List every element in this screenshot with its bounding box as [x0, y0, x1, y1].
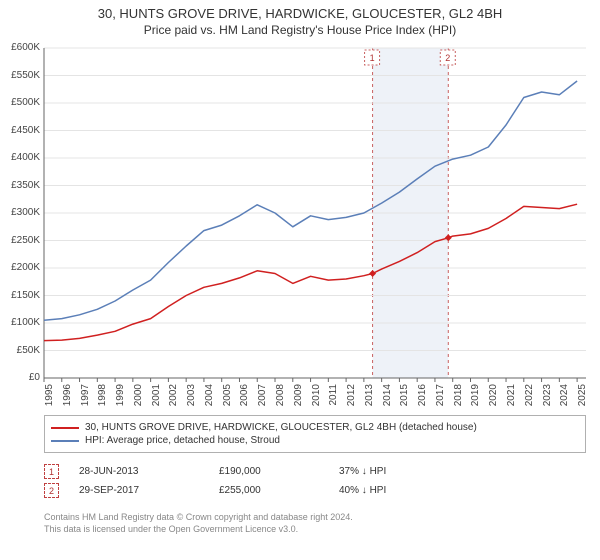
x-tick-label: 2023: [542, 384, 553, 412]
x-tick-label: 2017: [435, 384, 446, 412]
y-tick-label: £300K: [0, 207, 40, 218]
footnote-line1: Contains HM Land Registry data © Crown c…: [44, 512, 586, 524]
y-tick-label: £200K: [0, 262, 40, 273]
x-tick-label: 2018: [453, 384, 464, 412]
x-tick-label: 2001: [151, 384, 162, 412]
x-tick-label: 2009: [293, 384, 304, 412]
y-tick-label: £450K: [0, 125, 40, 136]
footnote-line2: This data is licensed under the Open Gov…: [44, 524, 586, 536]
y-tick-label: £350K: [0, 180, 40, 191]
chart-subtitle: Price paid vs. HM Land Registry's House …: [0, 23, 600, 37]
event-delta-2: 40% ↓ HPI: [339, 485, 459, 496]
x-tick-label: 2021: [506, 384, 517, 412]
legend-box: 30, HUNTS GROVE DRIVE, HARDWICKE, GLOUCE…: [44, 415, 586, 453]
event-delta-1: 37% ↓ HPI: [339, 466, 459, 477]
x-tick-label: 2000: [133, 384, 144, 412]
footnote: Contains HM Land Registry data © Crown c…: [44, 512, 586, 535]
svg-text:1: 1: [370, 53, 375, 63]
event-price-2: £255,000: [219, 485, 319, 496]
chart-title: 30, HUNTS GROVE DRIVE, HARDWICKE, GLOUCE…: [0, 6, 600, 21]
event-marker-1: 1: [44, 464, 59, 479]
y-tick-label: £150K: [0, 290, 40, 301]
x-tick-label: 2011: [328, 384, 339, 412]
event-marker-2: 2: [44, 483, 59, 498]
y-tick-label: £100K: [0, 317, 40, 328]
x-tick-label: 1998: [97, 384, 108, 412]
x-tick-label: 1995: [44, 384, 55, 412]
chart-title-block: 30, HUNTS GROVE DRIVE, HARDWICKE, GLOUCE…: [0, 0, 600, 37]
y-tick-label: £550K: [0, 70, 40, 81]
legend-label-property: 30, HUNTS GROVE DRIVE, HARDWICKE, GLOUCE…: [85, 422, 477, 433]
event-row-1: 1 28-JUN-2013 £190,000 37% ↓ HPI: [44, 464, 586, 479]
x-tick-label: 2013: [364, 384, 375, 412]
x-tick-label: 2003: [186, 384, 197, 412]
event-row-2: 2 29-SEP-2017 £255,000 40% ↓ HPI: [44, 483, 586, 498]
chart-area: 12: [44, 48, 586, 378]
x-tick-label: 1997: [80, 384, 91, 412]
x-tick-label: 2022: [524, 384, 535, 412]
x-tick-label: 2014: [382, 384, 393, 412]
x-tick-label: 2020: [488, 384, 499, 412]
x-tick-label: 2024: [559, 384, 570, 412]
x-tick-label: 2006: [239, 384, 250, 412]
x-tick-label: 2019: [470, 384, 481, 412]
x-tick-label: 2016: [417, 384, 428, 412]
events-block: 1 28-JUN-2013 £190,000 37% ↓ HPI 2 29-SE…: [44, 460, 586, 502]
y-tick-label: £0: [0, 372, 40, 383]
x-tick-label: 2002: [168, 384, 179, 412]
chart-svg: 12: [44, 48, 586, 378]
y-tick-label: £400K: [0, 152, 40, 163]
x-tick-label: 2007: [257, 384, 268, 412]
legend-item-property: 30, HUNTS GROVE DRIVE, HARDWICKE, GLOUCE…: [51, 422, 579, 433]
x-tick-label: 2010: [311, 384, 322, 412]
legend-swatch-property: [51, 427, 79, 429]
legend-label-hpi: HPI: Average price, detached house, Stro…: [85, 435, 280, 446]
legend-swatch-hpi: [51, 440, 79, 442]
y-tick-label: £500K: [0, 97, 40, 108]
x-tick-label: 2015: [399, 384, 410, 412]
legend-item-hpi: HPI: Average price, detached house, Stro…: [51, 435, 579, 446]
x-tick-label: 2005: [222, 384, 233, 412]
svg-text:2: 2: [445, 53, 450, 63]
y-tick-label: £250K: [0, 235, 40, 246]
x-tick-label: 1999: [115, 384, 126, 412]
event-date-2: 29-SEP-2017: [79, 485, 199, 496]
y-tick-label: £50K: [0, 345, 40, 356]
event-price-1: £190,000: [219, 466, 319, 477]
x-tick-label: 2012: [346, 384, 357, 412]
x-tick-label: 2025: [577, 384, 588, 412]
y-tick-label: £600K: [0, 42, 40, 53]
x-tick-label: 1996: [62, 384, 73, 412]
x-tick-label: 2004: [204, 384, 215, 412]
event-date-1: 28-JUN-2013: [79, 466, 199, 477]
x-tick-label: 2008: [275, 384, 286, 412]
